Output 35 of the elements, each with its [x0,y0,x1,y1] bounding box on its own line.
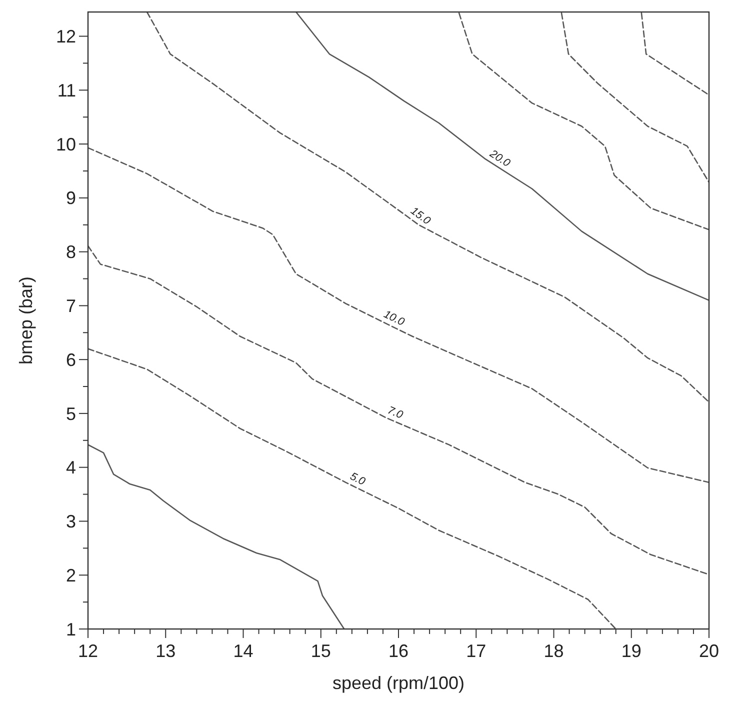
y-tick-label: 9 [66,188,76,208]
text: 15.0 [408,204,434,228]
y-tick-label: 3 [66,512,76,532]
y-tick-label: 2 [66,565,76,586]
y-tick-label: 8 [66,242,76,262]
text: 10.0 [382,308,407,329]
line-series [146,12,709,403]
line-series [88,245,709,576]
x-tick-label: 16 [388,641,409,661]
y-tick-label: 6 [66,350,76,370]
x-axis-title: speed (rpm/100) [332,673,465,693]
x-tick-label: 19 [621,641,642,661]
y-axis-title: bmep (bar) [16,276,36,365]
x-tick-label: 20 [698,641,720,661]
line-series [295,12,709,301]
text: 5.0 [348,470,368,488]
x-tick-label: 18 [544,641,564,661]
y-tick-label: 7 [66,296,76,316]
text: 20.0 [486,147,513,170]
x-tick-label: 15 [310,641,331,661]
y-tick-label: 5 [66,404,76,424]
text: 7.0 [386,404,406,422]
y-tick-label: 1 [66,619,76,640]
line-series [560,12,709,183]
x-tick-label: 14 [233,641,254,661]
line-series [88,444,345,629]
line-series [88,147,709,484]
y-tick-label: 11 [57,80,76,100]
y-tick-label: 12 [56,26,76,47]
line-series [88,348,616,629]
x-tick-label: 17 [466,641,486,661]
x-tick-label: 13 [156,641,176,661]
y-tick-label: 4 [66,458,76,478]
line-series [458,12,709,230]
y-tick-label: 10 [56,134,76,154]
